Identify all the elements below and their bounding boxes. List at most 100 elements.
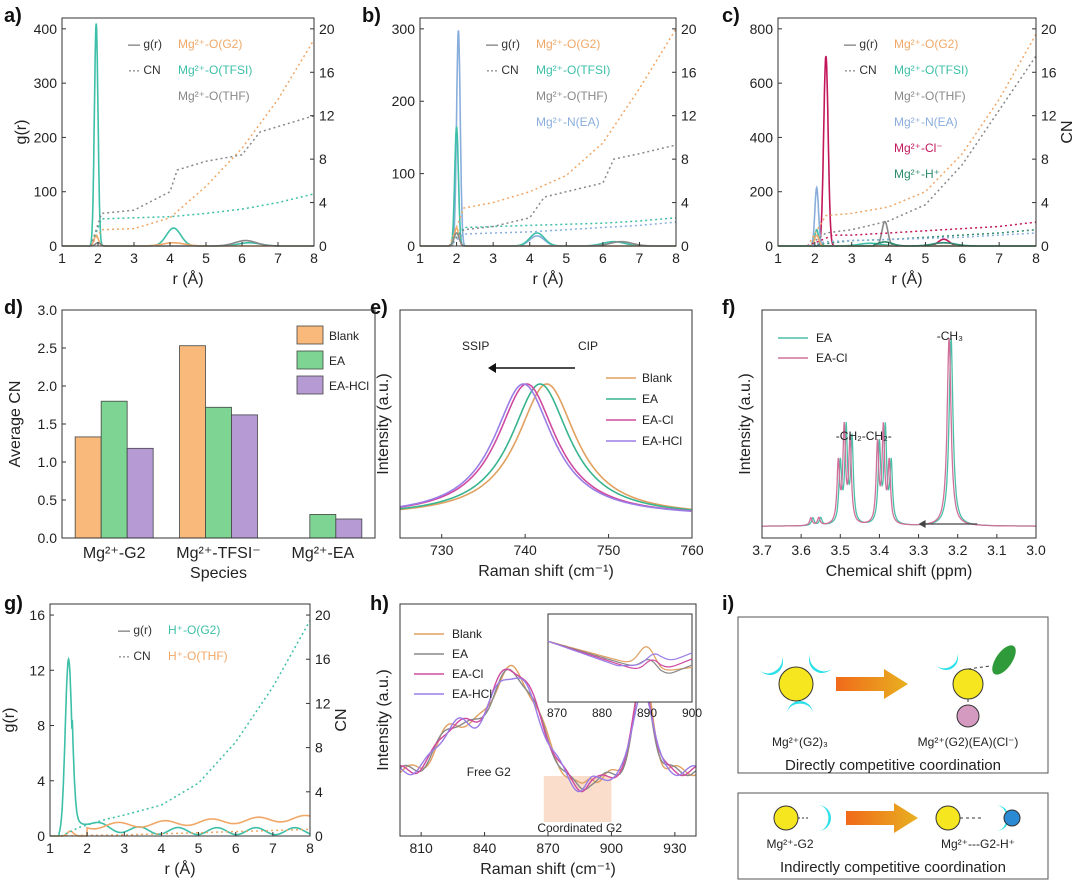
legend-style-g: — g(r) xyxy=(118,623,152,637)
y2-tick-label-c: 4 xyxy=(1041,195,1049,211)
y-tick-label-g: 16 xyxy=(29,607,45,623)
plot-frame-c xyxy=(777,17,1037,247)
g2-ligand-icon xyxy=(787,701,813,714)
ea-ligand-icon xyxy=(992,645,1016,675)
bar-blank xyxy=(74,436,102,539)
legend-species-c: Mg²⁺-O(THF) xyxy=(894,89,966,103)
shift-arrow-head-f xyxy=(918,520,926,528)
inset-tick-label: 890 xyxy=(637,706,657,720)
plot-frame-a xyxy=(61,17,315,247)
legend-species-c: Mg²⁺-O(TFSI) xyxy=(894,63,968,77)
x-tick-label-c: 3 xyxy=(848,250,856,266)
y2-tick-label-b: 4 xyxy=(681,195,689,211)
plot-frame-f xyxy=(761,309,1037,539)
nmr-line-ea xyxy=(762,338,1036,527)
bar-ea-hcl xyxy=(231,414,258,539)
coord-bond xyxy=(967,665,991,670)
legend-species-a: Mg²⁺-O(G2) xyxy=(178,37,242,51)
x-tick-label-b: 3 xyxy=(489,250,497,266)
legend-species-c: Mg²⁺-O(G2) xyxy=(894,37,958,51)
g-line-g xyxy=(50,656,311,837)
panel-label-h: h) xyxy=(370,593,389,615)
y2-tick-label-a: 4 xyxy=(319,195,327,211)
scheme-direct-right: Mg²⁺(G2)(EA)(Cl⁻) xyxy=(918,735,1019,749)
y2-tick-label-g: 12 xyxy=(315,695,331,711)
y2-axis-title-c: CN xyxy=(1059,120,1076,143)
scheme-indirect-box xyxy=(737,792,1049,880)
panel-label-e: e) xyxy=(370,297,388,319)
y2-tick-label-a: 20 xyxy=(319,21,335,37)
plot-frame-g xyxy=(49,603,311,837)
y-tick-label-g: 12 xyxy=(29,662,45,678)
x-tick-label-h: 840 xyxy=(473,840,497,856)
y2-tick-label-a: 0 xyxy=(319,238,327,254)
g2-ligand-icon xyxy=(759,654,783,675)
x-tick-label-c: 4 xyxy=(885,250,893,266)
cn-line-g xyxy=(60,620,311,837)
proton-icon xyxy=(1003,809,1021,827)
y2-tick-label-c: 12 xyxy=(1041,108,1057,124)
cn-line-b xyxy=(448,144,677,247)
legend-label-e: Blank xyxy=(642,371,673,385)
g-line-c xyxy=(778,241,1036,247)
y-tick-label-b: 200 xyxy=(392,93,416,109)
legend-style-g: ··· CN xyxy=(118,649,151,663)
x-tick-label-c: 1 xyxy=(774,250,782,266)
panel-label-g: g) xyxy=(4,593,23,615)
y-tick-label-d: 0.5 xyxy=(38,492,58,508)
bar-ea-hcl xyxy=(335,518,363,539)
x-tick-label-f: 3.5 xyxy=(831,542,851,558)
legend-label-h: Blank xyxy=(452,627,483,641)
y2-tick-label-b: 16 xyxy=(681,64,697,80)
y-tick-label-c: 600 xyxy=(750,75,774,91)
legend-species-a: Mg²⁺-O(TFSI) xyxy=(178,63,252,77)
x-tick-label-g: 8 xyxy=(306,840,314,856)
x-category-label: Mg²⁺-EA xyxy=(291,545,354,562)
x-tick-label-f: 3.2 xyxy=(948,542,968,558)
x-axis-title-d: Species xyxy=(190,565,247,582)
inset-tick-label: 870 xyxy=(547,706,567,720)
legend-species-a: Mg²⁺-O(THF) xyxy=(178,89,250,103)
x-tick-label-c: 6 xyxy=(958,250,966,266)
legend-species-b: Mg²⁺-O(THF) xyxy=(536,89,608,103)
chloride-icon xyxy=(956,704,980,728)
legend-label-d: EA xyxy=(329,354,345,368)
y-tick-label-b: 300 xyxy=(392,21,416,37)
mg-ion-icon xyxy=(952,668,984,700)
g-line-g xyxy=(50,814,311,837)
y-tick-label-c: 200 xyxy=(750,184,774,200)
legend-style-b: ··· CN xyxy=(486,63,519,77)
scheme-direct-left: Mg²⁺(G2)₃ xyxy=(772,735,828,749)
g2-ligand-icon xyxy=(935,652,958,670)
y2-tick-label-g: 4 xyxy=(315,784,323,800)
y-tick-label-d: 0.0 xyxy=(38,530,58,546)
cn-line-c xyxy=(807,55,1037,247)
cn-line-c xyxy=(807,228,1037,247)
x-category-label: Mg²⁺-TFSI⁻ xyxy=(176,545,260,562)
x-tick-label-a: 3 xyxy=(130,250,138,266)
y2-tick-label-a: 16 xyxy=(319,64,335,80)
nmr-line-ea-cl xyxy=(762,338,1036,527)
panel-label-a: a) xyxy=(4,5,22,27)
legend-label-h: EA-HCl xyxy=(452,687,492,701)
x-tick-label-g: 7 xyxy=(269,840,277,856)
reaction-arrow-icon xyxy=(836,669,908,699)
annotation-ch3: -CH₃ xyxy=(937,329,963,343)
g-line-c xyxy=(778,234,1036,247)
x-tick-label-g: 6 xyxy=(232,840,240,856)
raman-line-ea-hcl xyxy=(399,383,692,512)
x-tick-label-f: 3.3 xyxy=(909,542,929,558)
x-tick-label-b: 7 xyxy=(636,250,644,266)
y2-tick-label-g: 20 xyxy=(315,607,331,623)
g-line-a xyxy=(62,23,314,247)
legend-label-f: EA-Cl xyxy=(816,351,847,365)
y-tick-label-d: 2.0 xyxy=(38,378,58,394)
legend-style-a: ··· CN xyxy=(128,63,161,77)
legend-label-h: EA xyxy=(452,647,468,661)
cn-line-b xyxy=(448,221,677,247)
x-tick-label-h: 870 xyxy=(536,840,560,856)
scheme-direct-caption: Directly competitive coordination xyxy=(785,757,1001,774)
legend-label-e: EA xyxy=(642,392,658,406)
